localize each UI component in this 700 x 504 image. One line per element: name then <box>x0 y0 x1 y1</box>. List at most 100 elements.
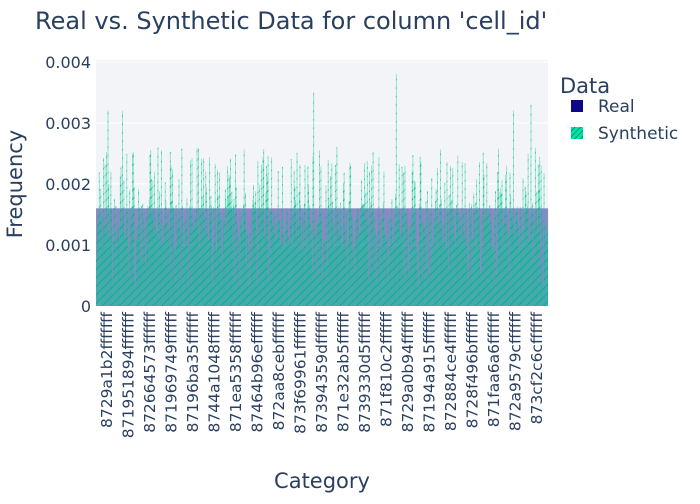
bar-synthetic <box>256 282 258 306</box>
bar-synthetic <box>370 201 372 306</box>
bar-synthetic <box>458 214 460 306</box>
bar-synthetic <box>526 208 528 306</box>
bar-synthetic <box>315 236 317 306</box>
x-tick-label: 873cf2c6cffffff <box>528 312 546 425</box>
bar-synthetic <box>164 226 165 306</box>
bar-synthetic <box>398 215 399 306</box>
bar-synthetic <box>387 280 388 306</box>
bar-synthetic <box>234 279 236 306</box>
bar-synthetic <box>116 242 118 306</box>
bar-synthetic <box>149 154 151 306</box>
bar-synthetic <box>134 280 136 306</box>
bar-synthetic <box>368 278 370 306</box>
bar-synthetic <box>183 221 185 306</box>
bar-synthetic <box>233 199 235 306</box>
bar-synthetic <box>117 230 119 306</box>
bar-synthetic <box>508 232 510 306</box>
bar-synthetic <box>174 245 176 306</box>
bar-real <box>430 208 432 306</box>
bar-synthetic <box>379 274 380 306</box>
bar-synthetic <box>533 221 535 306</box>
bar-synthetic <box>151 179 152 306</box>
bar-synthetic <box>512 218 514 306</box>
bar-synthetic <box>122 217 124 306</box>
legend-item-synthetic[interactable]: Synthetic <box>571 124 678 144</box>
bar-real <box>466 208 468 306</box>
bar-synthetic <box>241 226 243 306</box>
x-tick-label: 87464b96effffff <box>248 312 266 433</box>
bar-synthetic <box>215 245 217 306</box>
bar-synthetic <box>224 220 225 306</box>
bar-synthetic <box>516 206 518 306</box>
bar-synthetic <box>200 215 202 306</box>
bar-synthetic <box>498 148 499 306</box>
bar-synthetic <box>430 262 432 306</box>
bar-synthetic <box>158 208 160 306</box>
bar-synthetic <box>250 219 252 306</box>
bar-synthetic <box>282 234 284 306</box>
legend-item-real[interactable]: Real <box>571 97 635 117</box>
bar-synthetic <box>461 162 463 306</box>
bar-real <box>541 208 543 306</box>
bar-synthetic <box>483 174 485 306</box>
bar-synthetic <box>390 222 392 306</box>
bar-synthetic <box>436 249 438 306</box>
bar-synthetic <box>265 193 267 306</box>
bar-synthetic <box>426 267 428 306</box>
bar-real <box>408 208 409 306</box>
bar-synthetic <box>541 283 543 306</box>
bar-synthetic <box>344 227 346 306</box>
bar-synthetic <box>543 173 545 306</box>
bar-synthetic <box>100 188 102 306</box>
bar-real <box>111 208 113 306</box>
bar-synthetic <box>268 280 270 306</box>
bar-real <box>426 208 428 306</box>
bar-synthetic <box>334 231 336 306</box>
bar-synthetic <box>361 203 363 306</box>
bar-synthetic <box>519 250 520 306</box>
bar-synthetic <box>482 250 483 306</box>
x-tick-label: 871951894fffffff <box>119 311 137 438</box>
bar-synthetic <box>252 199 254 306</box>
bar-synthetic <box>457 155 459 306</box>
bar-synthetic <box>190 209 192 306</box>
bar-synthetic <box>510 195 512 306</box>
bar-synthetic <box>330 225 332 306</box>
x-tick-label: 8744a1048ffffff <box>205 312 223 433</box>
legend[interactable]: Data Real Synthetic <box>560 74 678 144</box>
bar-real <box>256 208 258 306</box>
bar-synthetic <box>439 204 441 306</box>
bar-synthetic <box>251 248 252 306</box>
bar-synthetic <box>141 260 143 306</box>
y-tick-label: 0 <box>81 297 91 316</box>
bar-synthetic <box>311 270 313 306</box>
bar-synthetic <box>372 151 374 306</box>
bar-real <box>388 208 390 306</box>
y-tick-labels: 0 0.001 0.002 0.003 0.004 <box>45 53 91 316</box>
bar-synthetic <box>99 220 101 306</box>
bar-synthetic <box>114 199 115 306</box>
bar-synthetic <box>534 230 536 306</box>
bar-synthetic <box>159 191 160 306</box>
bar-synthetic <box>521 248 522 306</box>
bar-synthetic <box>412 155 414 306</box>
bar-synthetic <box>517 222 519 306</box>
bar-synthetic <box>348 244 349 306</box>
y-tick-label: 0.004 <box>45 53 91 72</box>
bar-synthetic <box>340 202 341 306</box>
bar-synthetic <box>350 209 352 306</box>
x-tick-label: 872664573ffffff <box>141 312 159 433</box>
bar-synthetic <box>451 209 453 306</box>
bar-synthetic <box>447 210 449 306</box>
bar-synthetic <box>214 240 215 306</box>
bar-synthetic <box>537 232 538 306</box>
x-tick-label: 871f810c2ffffff <box>378 312 396 427</box>
bar-synthetic <box>128 247 130 306</box>
bar-synthetic <box>519 206 521 306</box>
bar-synthetic <box>356 239 357 306</box>
bar-synthetic <box>394 226 396 306</box>
bar-synthetic <box>195 207 197 306</box>
bar-synthetic <box>287 236 289 306</box>
bar-synthetic <box>513 235 515 306</box>
bar-synthetic <box>147 206 149 306</box>
